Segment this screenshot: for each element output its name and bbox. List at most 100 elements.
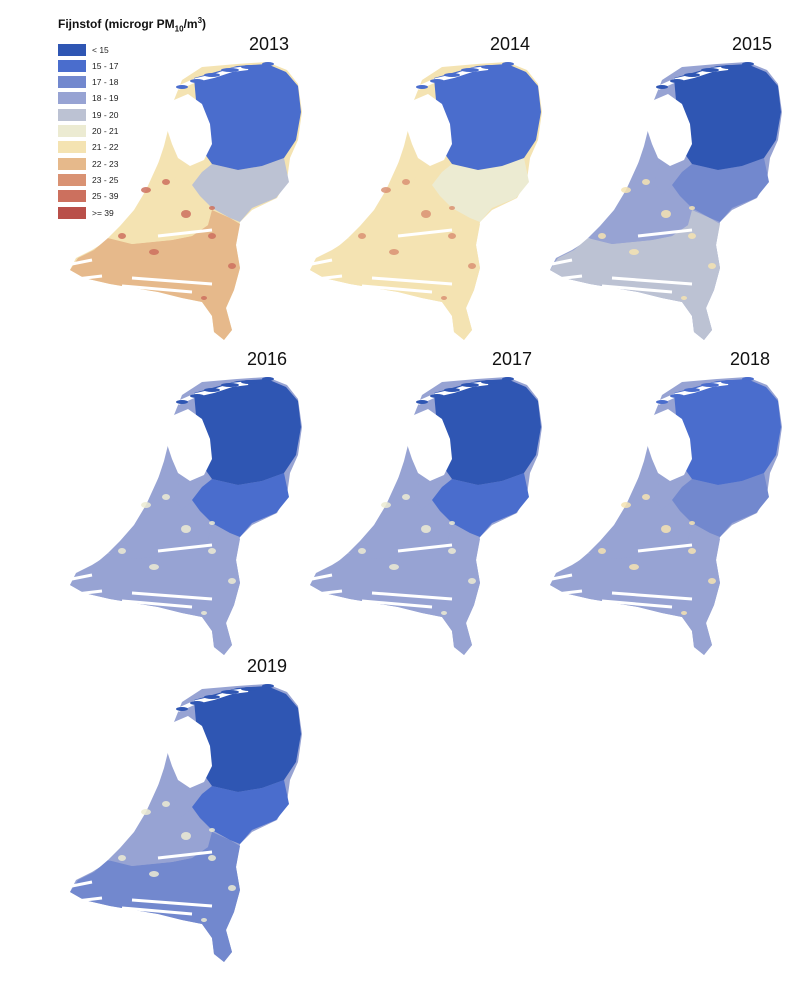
region-north <box>194 686 301 792</box>
urban-hotspot <box>118 233 126 239</box>
region-east <box>192 780 289 844</box>
urban-hotspot <box>689 521 695 525</box>
urban-hotspot <box>149 249 159 255</box>
region-west <box>348 461 448 559</box>
region-west <box>108 768 208 866</box>
wadden-island <box>430 79 444 83</box>
legend-swatch <box>58 173 86 186</box>
wadden-island <box>262 62 274 66</box>
region-south <box>70 210 240 340</box>
ijsselmeer-water <box>166 94 212 166</box>
urban-hotspot <box>162 494 170 500</box>
urban-hotspot <box>642 494 650 500</box>
wadden-island <box>221 68 239 72</box>
region-east <box>192 158 289 222</box>
delta-water <box>301 543 453 609</box>
region-west <box>588 461 688 559</box>
urban-hotspot <box>208 855 216 861</box>
legend-item: 21 - 22 <box>58 139 258 155</box>
map-panel-2013: 2013 <box>61 34 302 340</box>
legend-swatch <box>58 157 86 170</box>
wadden-island <box>416 85 428 89</box>
region-east <box>672 158 769 222</box>
wadden-island <box>461 68 479 72</box>
urban-hotspot <box>228 885 236 891</box>
wadden-island <box>502 62 514 66</box>
wadden-island <box>444 388 460 392</box>
urban-hotspot <box>629 249 639 255</box>
ijsselmeer-water <box>406 94 452 166</box>
urban-hotspot <box>228 578 236 584</box>
legend-title: Fijnstof (microgr PM10/m3) <box>58 16 207 34</box>
year-label: 2016 <box>247 349 288 369</box>
legend-label: 17 - 18 <box>92 77 119 88</box>
region-north <box>674 379 781 485</box>
region-west <box>588 146 688 244</box>
urban-hotspot <box>201 296 207 300</box>
region-east <box>192 473 289 537</box>
region-west <box>108 146 208 244</box>
urban-hotspot <box>661 525 671 533</box>
urban-hotspot <box>209 828 215 832</box>
netherlands-map <box>61 62 302 340</box>
legend-item: 19 - 20 <box>58 107 258 123</box>
urban-hotspot <box>209 521 215 525</box>
wadden-island <box>461 383 479 387</box>
wadden-island <box>190 79 204 83</box>
wadden-island <box>221 690 239 694</box>
wadden-island <box>481 380 497 384</box>
urban-hotspot <box>468 263 476 269</box>
urban-hotspot <box>441 296 447 300</box>
region-north <box>194 64 301 170</box>
map-panel-2015: 2015 <box>541 34 782 340</box>
urban-hotspot <box>149 871 159 877</box>
urban-hotspot <box>201 611 207 615</box>
wadden-island <box>204 73 220 77</box>
legend-item: 17 - 18 <box>58 74 258 90</box>
wadden-island <box>262 377 274 381</box>
urban-hotspot <box>598 233 606 239</box>
legend: Fijnstof (microgr PM10/m3) < 15 15 - 17 17… <box>58 16 258 221</box>
region-north <box>434 379 541 485</box>
legend-label: 22 - 23 <box>92 158 119 169</box>
wadden-island <box>684 388 700 392</box>
map-panel-2017: 2017 <box>301 349 542 655</box>
wadden-island <box>742 377 754 381</box>
legend-label: 18 - 19 <box>92 93 119 104</box>
wadden-island <box>670 394 684 398</box>
legend-swatch <box>58 43 86 56</box>
urban-hotspot <box>228 263 236 269</box>
region-south <box>70 525 240 655</box>
wadden-island <box>444 73 460 77</box>
legend-item: >= 39 <box>58 204 258 220</box>
legend-item: < 15 <box>58 41 258 57</box>
urban-hotspot <box>208 548 216 554</box>
legend-label: 20 - 21 <box>92 126 119 137</box>
legend-label: 19 - 20 <box>92 109 119 120</box>
urban-hotspot <box>141 809 151 815</box>
year-label: 2015 <box>732 34 773 54</box>
delta-water <box>61 543 213 609</box>
legend-swatch <box>58 92 86 105</box>
delta-water <box>61 850 213 916</box>
legend-label: < 15 <box>92 44 109 55</box>
urban-hotspot <box>181 525 191 533</box>
region-north <box>194 379 301 485</box>
region-north <box>674 64 781 170</box>
ijsselmeer-water <box>406 409 452 481</box>
legend-label: 23 - 25 <box>92 174 119 185</box>
legend-swatch <box>58 76 86 89</box>
legend-item: 23 - 25 <box>58 172 258 188</box>
wadden-island <box>176 400 188 404</box>
region-south <box>550 525 720 655</box>
wadden-island <box>241 380 257 384</box>
region-south <box>550 210 720 340</box>
urban-hotspot <box>358 233 366 239</box>
netherlands-map <box>61 684 302 962</box>
wadden-island <box>430 394 444 398</box>
urban-hotspot <box>449 521 455 525</box>
urban-hotspot <box>681 296 687 300</box>
legend-label: 21 - 22 <box>92 142 119 153</box>
wadden-island <box>670 79 684 83</box>
ijsselmeer-water <box>166 409 212 481</box>
